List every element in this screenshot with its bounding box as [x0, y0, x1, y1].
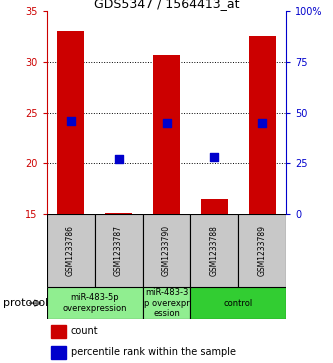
- Bar: [238, 214, 286, 287]
- Bar: [190, 214, 238, 287]
- Text: GSM1233786: GSM1233786: [66, 225, 75, 276]
- Point: [68, 118, 73, 123]
- Bar: [201, 199, 228, 214]
- Text: control: control: [224, 299, 253, 307]
- Bar: [47, 287, 143, 319]
- Text: GSM1233787: GSM1233787: [114, 225, 123, 276]
- Bar: [143, 214, 190, 287]
- Bar: [51, 325, 66, 338]
- Bar: [153, 54, 180, 214]
- Bar: [190, 287, 286, 319]
- Bar: [143, 287, 190, 319]
- Text: percentile rank within the sample: percentile rank within the sample: [71, 347, 235, 357]
- Bar: [47, 214, 95, 287]
- Point: [164, 120, 169, 126]
- Text: count: count: [71, 326, 98, 336]
- Point: [212, 154, 217, 160]
- Bar: [57, 31, 84, 214]
- Bar: [51, 346, 66, 359]
- Text: GSM1233788: GSM1233788: [210, 225, 219, 276]
- Point: [260, 120, 265, 126]
- Bar: [249, 36, 276, 214]
- Text: miR-483-5p
overexpression: miR-483-5p overexpression: [62, 293, 127, 313]
- Bar: [105, 213, 132, 214]
- Point: [116, 156, 121, 162]
- Text: GSM1233789: GSM1233789: [258, 225, 267, 276]
- Title: GDS5347 / 1564413_at: GDS5347 / 1564413_at: [94, 0, 239, 10]
- Bar: [95, 214, 143, 287]
- Text: GSM1233790: GSM1233790: [162, 225, 171, 276]
- Text: miR-483-3
p overexpr
ession: miR-483-3 p overexpr ession: [144, 288, 189, 318]
- Text: protocol: protocol: [3, 298, 49, 308]
